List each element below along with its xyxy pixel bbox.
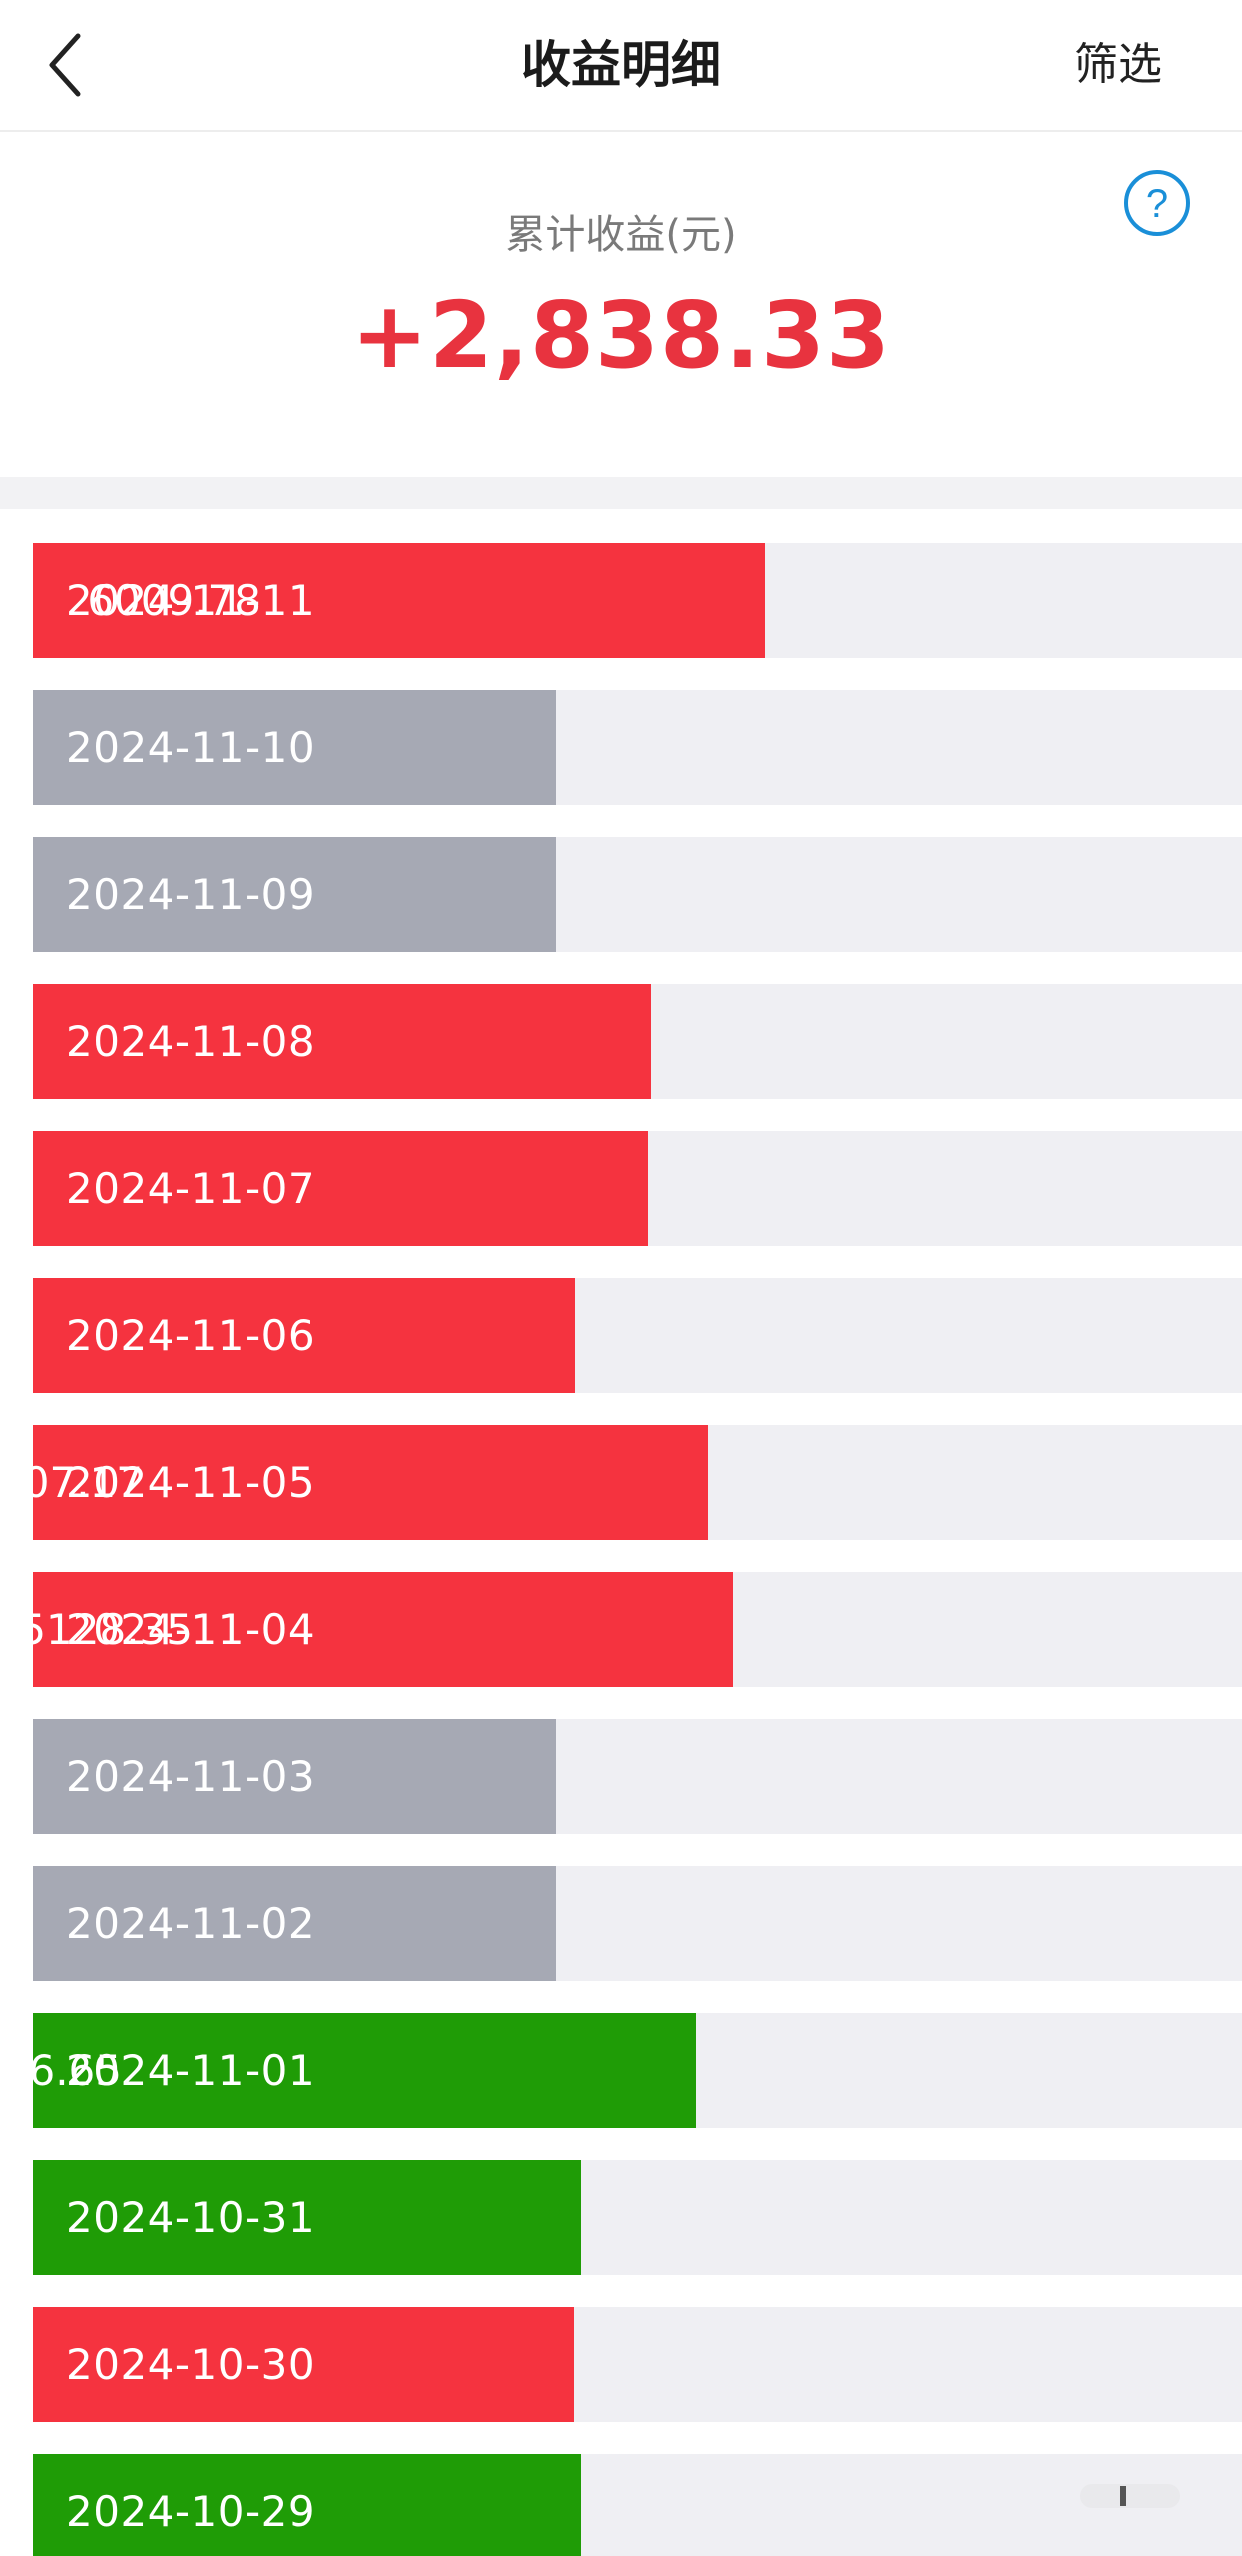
earnings-bar: 2024-11-04 5128.35 (19, 1572, 733, 1687)
earnings-date: 2024-11-01 (66, 2046, 316, 2095)
earnings-bar: 2024-11-06520.85 (33, 1278, 575, 1393)
earnings-date: 2024-11-02 (66, 1899, 316, 1948)
chevron-left-icon (49, 33, 81, 97)
top-nav-bar: 收益明细 筛选 (0, 0, 1242, 132)
earnings-bar: 2024-11-100.00 (33, 690, 556, 805)
earnings-date: 2024-10-30 (66, 2340, 316, 2389)
earnings-bar: 2024-11-090.00 (33, 837, 556, 952)
earnings-row[interactable]: 2024-11-11 6009.78 (33, 543, 1242, 658)
earnings-row[interactable]: 2024-11-090.00 (33, 837, 1242, 952)
earnings-bar: 2024-10-29-721.18 (33, 2454, 581, 2556)
earnings-date: 2024-10-31 (66, 2193, 316, 2242)
earnings-bar: 2024-11-07 2684.37 (0, 1131, 648, 1246)
earnings-date: 2024-11-08 (66, 1017, 316, 1066)
earnings-amount: 4407.17 (0, 1458, 143, 1507)
earnings-amount: 5128.35 (19, 1605, 193, 1654)
cumulative-earnings-label: 累计收益(元) (505, 212, 737, 258)
earnings-bar: 2024-11-08 2764.50 (0, 984, 651, 1099)
cumulative-earnings-value: +2,838.33 (350, 282, 892, 389)
earnings-row[interactable]: 2024-11-020.00 (33, 1866, 1242, 1981)
earnings-date: 2024-10-29 (66, 2487, 316, 2536)
earnings-date: 2024-11-04 (66, 1605, 316, 1654)
earnings-row[interactable]: 2024-11-06520.85 (33, 1278, 1242, 1393)
cumulative-earnings-summary: ? 累计收益(元) +2,838.33 (0, 132, 1242, 477)
earnings-bar: 2024-11-030.00 (33, 1719, 556, 1834)
earnings-bar: 2024-11-01-4086.65 (0, 2013, 696, 2128)
earnings-row[interactable]: 2024-11-04 5128.35 (19, 1572, 1242, 1687)
help-question-icon[interactable]: ? (1122, 168, 1192, 238)
earnings-amount: 6009.78 (87, 576, 261, 625)
earnings-date: 2024-11-06 (66, 1311, 316, 1360)
earnings-row[interactable]: 2024-11-030.00 (33, 1719, 1242, 1834)
earnings-date: 2024-11-09 (66, 870, 316, 919)
earnings-row[interactable]: 2024-11-100.00 (33, 690, 1242, 805)
back-button[interactable] (40, 22, 120, 108)
filter-button[interactable]: 筛选 (1074, 39, 1162, 90)
svg-text:?: ? (1146, 182, 1168, 226)
earnings-row[interactable]: 2024-11-054407.17 (0, 1425, 1242, 1540)
earnings-amount: 2684.37 (0, 1164, 25, 1213)
earnings-amount: 2764.50 (0, 1017, 31, 1066)
earnings-date: 2024-11-07 (66, 1164, 316, 1213)
earnings-date: 2024-11-10 (66, 723, 316, 772)
earnings-bar: 2024-11-11 6009.78 (33, 543, 765, 658)
earnings-row[interactable]: 2024-11-08 2764.50 (0, 984, 1242, 1099)
earnings-row[interactable]: 2024-10-29-721.18 (33, 2454, 1242, 2556)
earnings-bar: 2024-10-30480.78 (33, 2307, 574, 2422)
earnings-row[interactable]: 2024-10-30480.78 (33, 2307, 1242, 2422)
earnings-row[interactable]: 2024-11-07 2684.37 (0, 1131, 1242, 1246)
earnings-bar: 2024-11-020.00 (33, 1866, 556, 1981)
earnings-bar: 2024-11-054407.17 (0, 1425, 708, 1540)
earnings-row[interactable]: 2024-10-31-681.11 (33, 2160, 1242, 2275)
earnings-date: 2024-11-03 (66, 1752, 316, 1801)
earnings-date: 2024-11-11 (66, 576, 316, 625)
earnings-amount: -4086.65 (0, 2046, 122, 2095)
page-title: 收益明细 (521, 36, 721, 94)
earnings-bar: 2024-10-31-681.11 (33, 2160, 581, 2275)
earnings-row[interactable]: 2024-11-01-4086.65 (0, 2013, 1242, 2128)
earnings-date: 2024-11-05 (66, 1458, 316, 1507)
section-divider (0, 477, 1242, 509)
